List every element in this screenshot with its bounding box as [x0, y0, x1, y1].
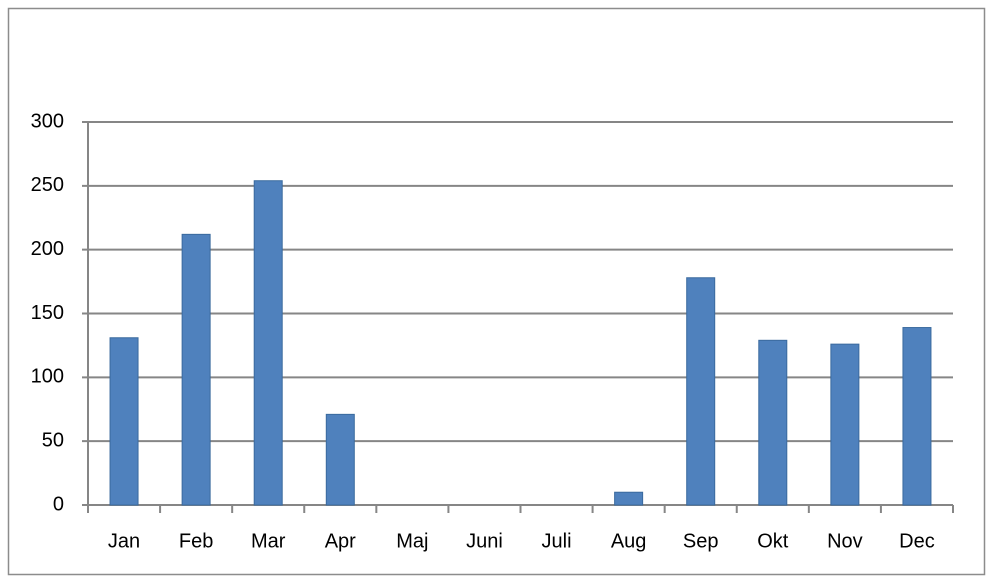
bar	[686, 277, 716, 506]
bar	[830, 343, 860, 506]
y-tick-label: 150	[31, 302, 64, 324]
x-tick-label: Dec	[899, 530, 935, 552]
y-tick-label: 50	[42, 429, 64, 451]
bar	[325, 413, 355, 506]
x-tick-label: Juni	[466, 530, 503, 552]
x-tick-label: Feb	[179, 530, 213, 552]
x-tick-label: Apr	[325, 530, 356, 552]
y-tick-label: 200	[31, 238, 64, 260]
x-tick-label: Sep	[683, 530, 719, 552]
x-tick-label: Nov	[827, 530, 863, 552]
chart-border	[7, 7, 986, 576]
bar	[109, 337, 139, 506]
x-tick-label: Okt	[757, 530, 789, 552]
bar	[253, 180, 283, 506]
x-tick-label: Maj	[396, 530, 428, 552]
y-tick-label: 100	[31, 366, 64, 388]
x-tick-label: Jan	[108, 530, 140, 552]
y-tick-label: 300	[31, 110, 64, 132]
x-tick-label: Aug	[611, 530, 647, 552]
y-tick-label: 0	[53, 493, 64, 515]
bar	[614, 491, 644, 506]
bar	[902, 327, 932, 506]
bar	[758, 339, 788, 506]
bar	[181, 233, 211, 506]
x-tick-label: Mar	[251, 530, 286, 552]
x-tick-label: Juli	[542, 530, 572, 552]
y-tick-label: 250	[31, 174, 64, 196]
